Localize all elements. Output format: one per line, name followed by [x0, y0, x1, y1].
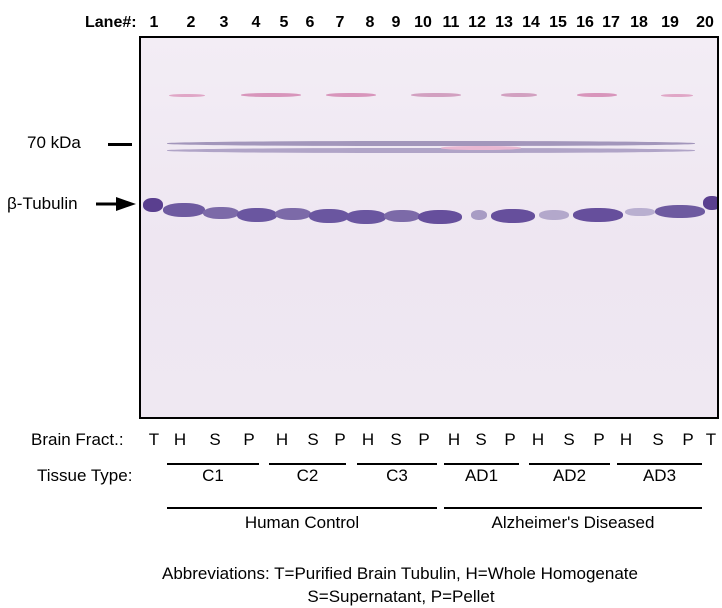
fraction-label: P [593, 430, 605, 449]
abbreviations-line-2: S=Supernatant, P=Pellet [307, 587, 495, 606]
tubulin-arrow-icon [96, 197, 136, 211]
brain-fract-label: Brain Fract.: [31, 430, 124, 449]
lane-header-label: Lane#: [85, 14, 137, 31]
group-line-c2 [269, 463, 346, 465]
fraction-label: H [361, 430, 375, 449]
band-tubulin-lane-1 [143, 198, 163, 212]
fraction-label: P [418, 430, 430, 449]
band-top [577, 93, 617, 97]
lane-number: 15 [549, 14, 567, 31]
fraction-label: H [531, 430, 545, 449]
lane-number: 5 [279, 14, 289, 31]
lane-number: 10 [414, 14, 432, 31]
lane-number: 7 [335, 14, 345, 31]
band-top [326, 93, 376, 97]
band-tubulin [346, 210, 386, 224]
supergroup-line-control [167, 507, 437, 509]
fraction-label: H [619, 430, 633, 449]
band-tubulin [163, 203, 205, 217]
fraction-label: T [148, 430, 160, 449]
band-tubulin [655, 205, 705, 218]
group-label-ad3: AD3 [642, 466, 677, 485]
fraction-label: S [390, 430, 402, 449]
lane-number: 6 [305, 14, 315, 31]
band-tubulin [471, 210, 487, 220]
lane-number: 18 [630, 14, 648, 31]
band-tubulin [491, 209, 535, 223]
lane-number: 2 [186, 14, 196, 31]
lane-number: 1 [149, 14, 159, 31]
group-label-c1: C1 [202, 466, 224, 485]
fraction-label: P [334, 430, 346, 449]
fraction-label: S [652, 430, 664, 449]
marker-tubulin-label: β-Tubulin [7, 194, 78, 213]
fraction-label: S [209, 430, 221, 449]
lane-number: 19 [661, 14, 679, 31]
group-label-c2: C2 [296, 466, 319, 485]
supergroup-label-alzheimers: Alzheimer's Diseased [491, 513, 655, 532]
band-tubulin [418, 210, 462, 224]
band-top [169, 94, 205, 97]
band-top [411, 93, 461, 97]
group-line-ad3 [617, 463, 702, 465]
lane-number: 14 [522, 14, 540, 31]
lane-number: 8 [365, 14, 375, 31]
fraction-label: S [307, 430, 319, 449]
band-tubulin [625, 208, 655, 216]
lane-number: 20 [696, 14, 714, 31]
band-top [241, 93, 301, 97]
lane-number: 9 [391, 14, 401, 31]
lane-number: 11 [442, 14, 460, 31]
group-label-ad2: AD2 [552, 466, 587, 485]
supergroup-label-control: Human Control [244, 513, 360, 532]
blot-image [139, 36, 719, 419]
lane-number: 12 [468, 14, 486, 31]
abbreviations-line-1: Abbreviations: T=Purified Brain Tubulin,… [162, 564, 638, 583]
band-tubulin-lane-20 [703, 196, 717, 210]
band-top [661, 94, 693, 97]
group-line-ad1 [444, 463, 519, 465]
supergroup-line-alzheimers [444, 507, 702, 509]
fraction-label: P [243, 430, 255, 449]
lane-number: 3 [219, 14, 229, 31]
marker-70kda-label: 70 kDa [27, 133, 81, 152]
band-70kda-upper [167, 141, 695, 146]
fraction-label: H [275, 430, 289, 449]
group-line-c3 [357, 463, 437, 465]
lane-number: 16 [576, 14, 594, 31]
band-top [501, 93, 537, 97]
band-tubulin [384, 210, 420, 222]
fraction-label: P [504, 430, 516, 449]
group-label-ad1: AD1 [464, 466, 499, 485]
band-tubulin [275, 208, 311, 220]
fraction-label: H [447, 430, 461, 449]
band-70kda-lower [167, 148, 695, 153]
lane-number: 4 [251, 14, 261, 31]
group-line-c1 [167, 463, 259, 465]
fraction-label: P [682, 430, 694, 449]
group-line-ad2 [529, 463, 610, 465]
group-label-c3: C3 [386, 466, 408, 485]
lane-number: 13 [495, 14, 513, 31]
fraction-label: S [475, 430, 487, 449]
band-tubulin [237, 208, 277, 222]
band-tubulin [573, 208, 623, 222]
band-70kda-pink [441, 146, 521, 150]
band-tubulin [309, 209, 349, 223]
lane-number: 17 [602, 14, 620, 31]
band-tubulin [203, 207, 239, 219]
band-tubulin [539, 210, 569, 220]
marker-70kda-tick [108, 143, 132, 146]
fraction-label: S [563, 430, 575, 449]
fraction-label: H [173, 430, 187, 449]
tissue-type-label: Tissue Type: [37, 466, 133, 485]
fraction-label: T [705, 430, 717, 449]
